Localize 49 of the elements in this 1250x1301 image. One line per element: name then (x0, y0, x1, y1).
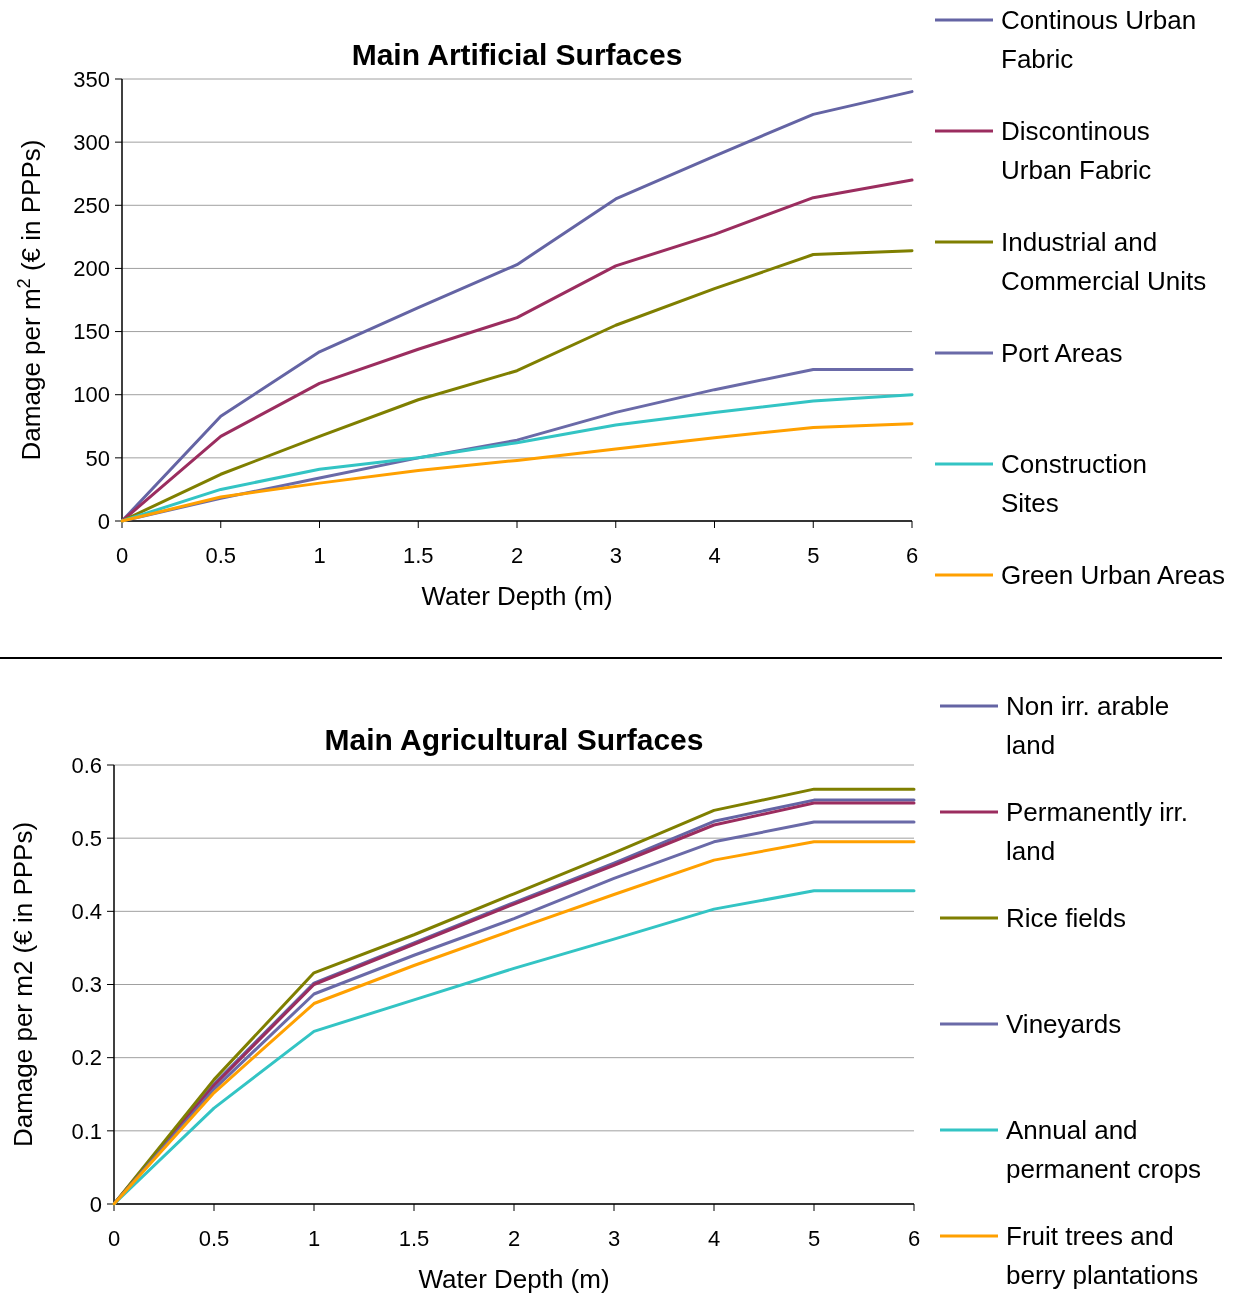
x-tick-label: 6 (905, 543, 919, 568)
y-tick-label: 300 (73, 129, 110, 155)
x-tick-label: 1 (313, 543, 326, 568)
y-tick-label: 200 (73, 256, 110, 282)
legend-label: Fruit trees and berry plantations (1006, 1221, 1199, 1291)
legend-label: Green Urban Areas (1001, 560, 1226, 591)
legend-label: Industrial and Commercial Units (1001, 227, 1207, 297)
x-tick-label: 0.5 (205, 543, 237, 568)
x-tick-label: 1.5 (402, 543, 434, 568)
chart-title: Main Artificial Surfaces (351, 38, 683, 71)
legend-label: Construction Sites (1001, 449, 1147, 519)
y-tick-label: 250 (73, 192, 110, 218)
x-tick-label: 1 (307, 1226, 321, 1251)
y-axis-title: Damage per m2 (€ in PPPs) (8, 821, 38, 1148)
legend-label: Port Areas (1001, 338, 1123, 369)
x-tick-label: 3 (609, 543, 622, 568)
x-tick-label: 0 (115, 543, 129, 568)
x-tick-label: 0.5 (198, 1226, 230, 1251)
y-tick-label: 0 (89, 1191, 102, 1217)
legend-label: Continous Urban Fabric (1001, 5, 1197, 75)
y-tick-label: 350 (73, 66, 110, 92)
chart-title: Main Agricultural Surfaces (324, 723, 704, 756)
y-tick-label: 0.6 (71, 752, 102, 778)
y-tick-label: 0.2 (71, 1045, 102, 1071)
legend-label: Rice fields (1006, 903, 1126, 934)
x-tick-label: 6 (907, 1226, 921, 1251)
y-tick-label: 50 (85, 445, 110, 471)
x-tick-label: 5 (807, 1226, 821, 1251)
x-tick-label: 2 (507, 1226, 521, 1251)
y-tick-label: 0.3 (71, 972, 102, 998)
y-tick-label: 0.5 (71, 825, 102, 851)
x-tick-label: 3 (607, 1226, 621, 1251)
x-tick-label: 4 (708, 543, 721, 568)
legend-label: Non irr. arable land (1006, 691, 1170, 761)
legend-label: Vineyards (1006, 1009, 1122, 1040)
y-tick-label: 0.4 (71, 899, 102, 925)
x-tick-label: 1.5 (398, 1226, 430, 1251)
y-tick-label: 100 (73, 382, 110, 408)
legend-label: Discontinous Urban Fabric (1001, 116, 1152, 186)
y-tick-label: 150 (73, 319, 110, 345)
legend-label: Annual and permanent crops (1006, 1115, 1202, 1185)
x-tick-label: 5 (807, 543, 820, 568)
legend-label: Permanently irr. land (1006, 797, 1189, 867)
y-tick-label: 0.1 (71, 1118, 102, 1144)
x-axis-title: Water Depth (m) (421, 581, 613, 611)
x-tick-label: 4 (707, 1226, 721, 1251)
x-axis-title: Water Depth (m) (418, 1264, 610, 1294)
y-tick-label: 0 (97, 508, 110, 534)
x-tick-label: 2 (510, 543, 524, 568)
